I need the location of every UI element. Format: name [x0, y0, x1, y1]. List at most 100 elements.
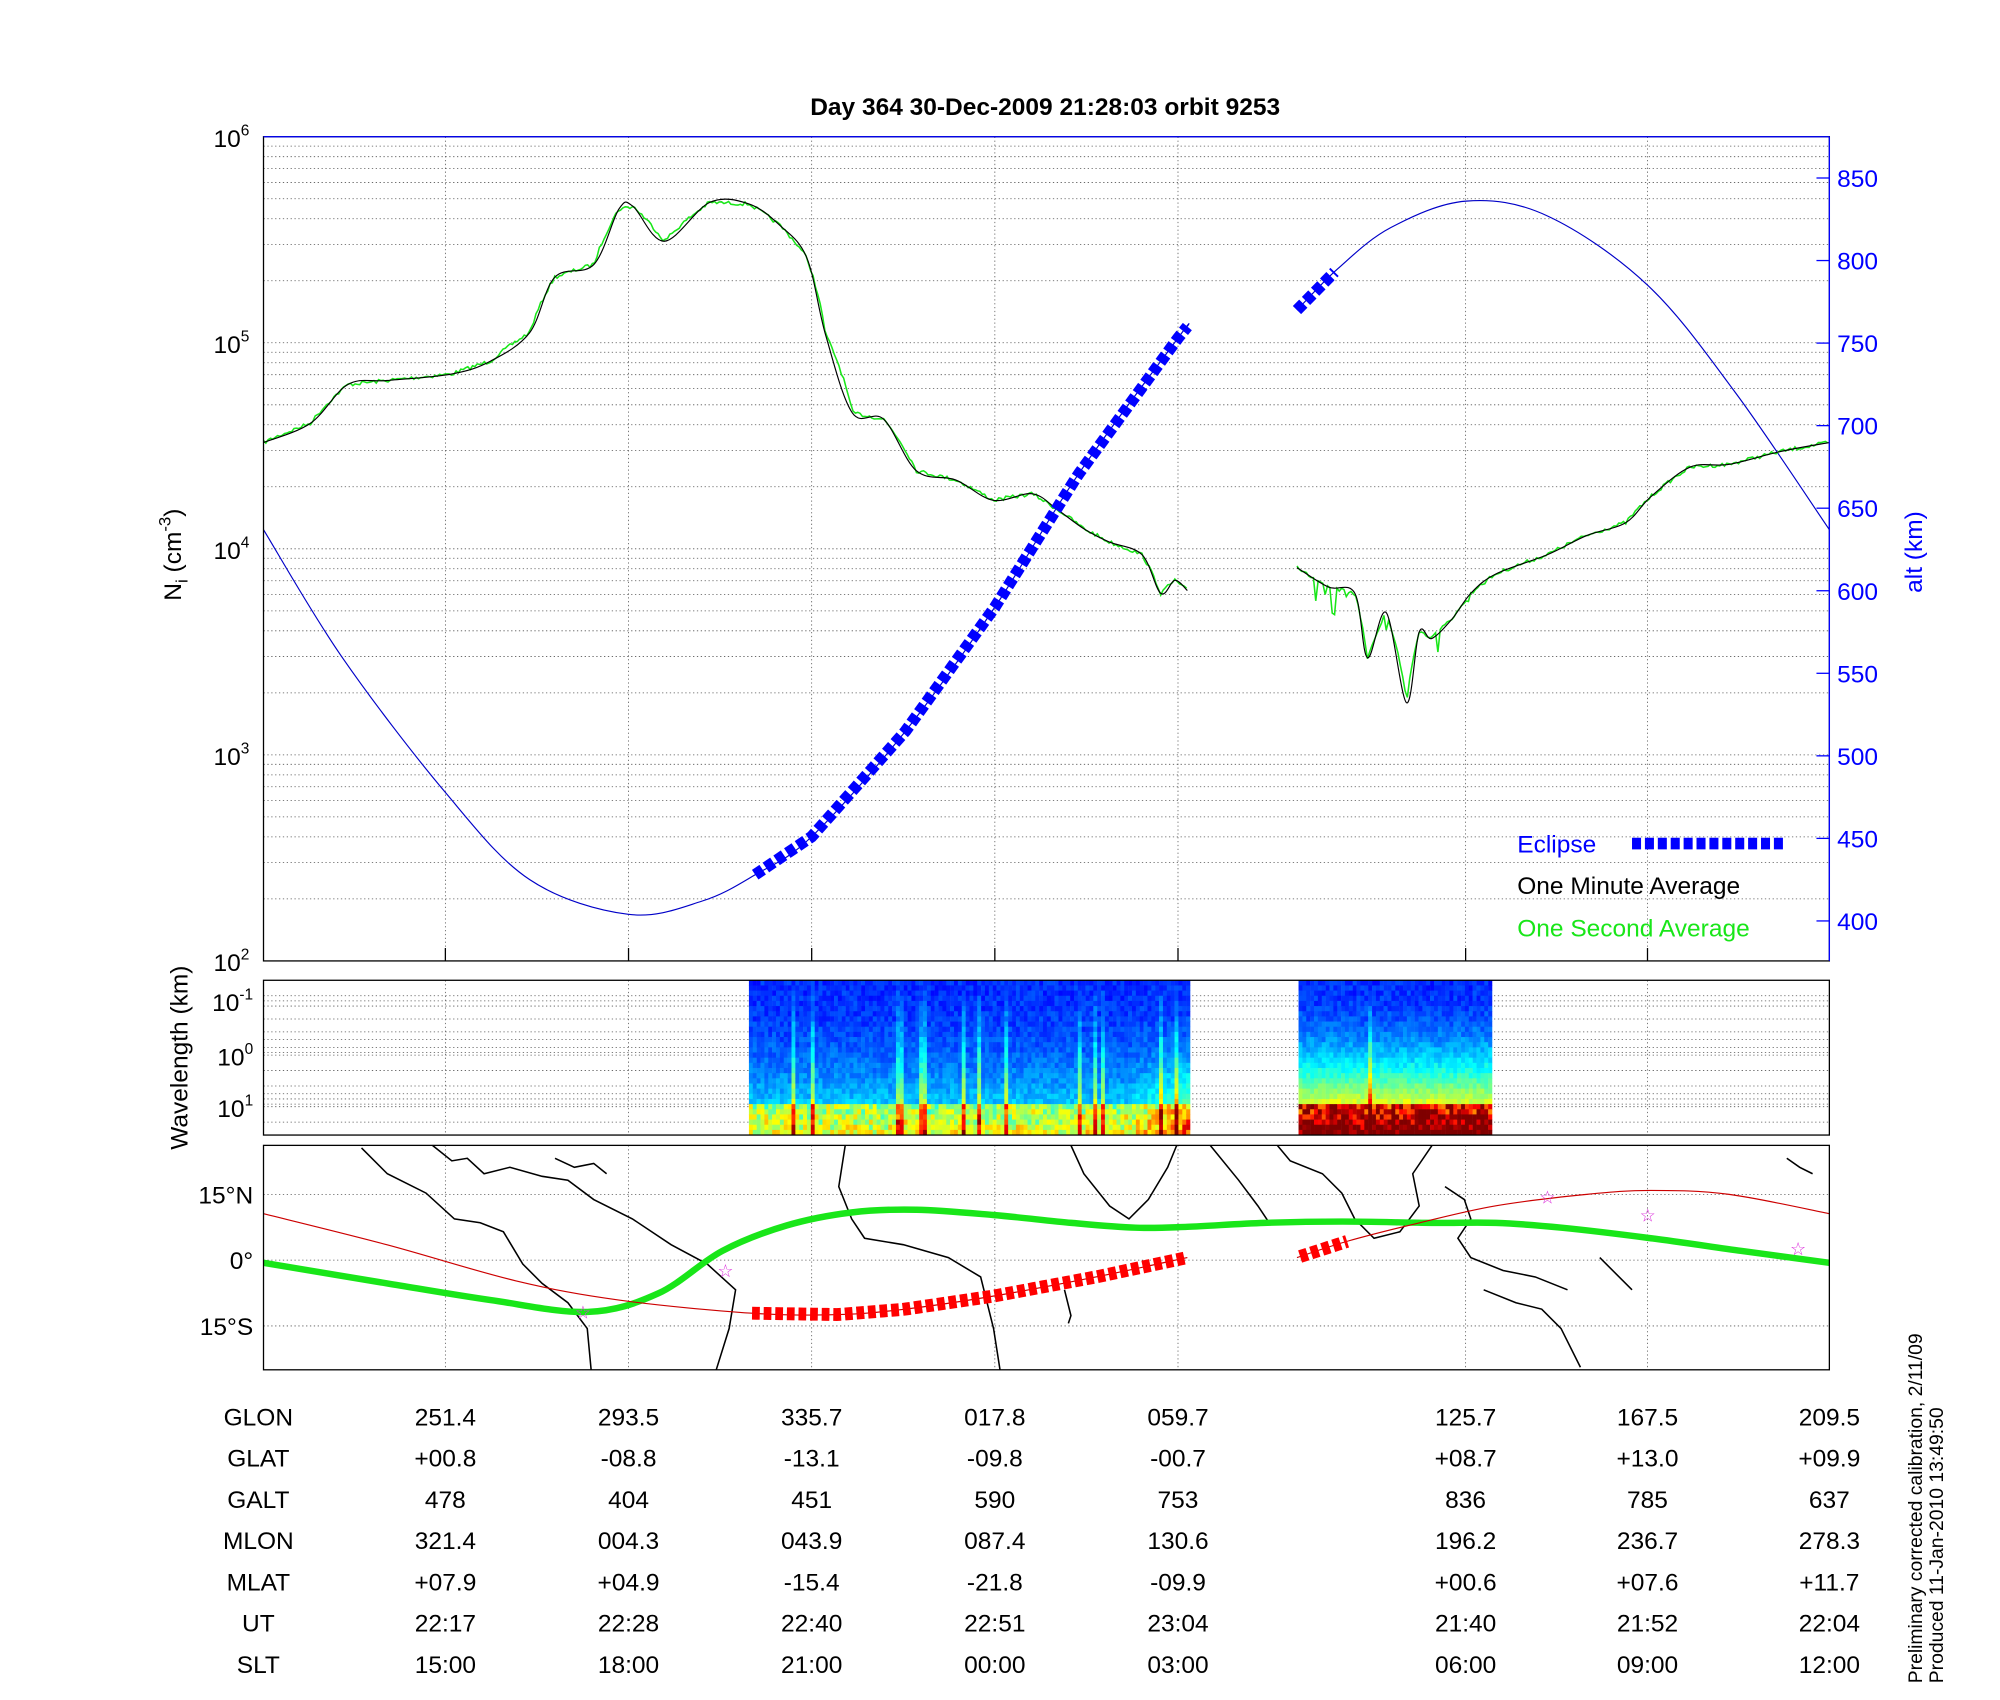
spectrogram-cell: [1097, 1083, 1102, 1090]
spectrogram-cell: [1298, 1067, 1303, 1074]
spectrogram-cell: [1120, 1098, 1125, 1105]
spectrogram-cell: [892, 1124, 897, 1131]
spectrogram-cell: [868, 1129, 874, 1136]
spectrogram-cell: [1097, 1026, 1102, 1033]
spectrogram-cell: [1341, 995, 1346, 1002]
spectrogram-cell: [1000, 1052, 1005, 1059]
spectrogram-cell: [1317, 1016, 1323, 1022]
spectrogram-cell: [1329, 1026, 1334, 1033]
spectrogram-cell: [899, 1078, 904, 1084]
spectrogram-cell: [1046, 985, 1051, 991]
spectrogram-cell: [1104, 1057, 1110, 1064]
spectrogram-cell: [973, 1062, 978, 1069]
spectrogram-cell: [791, 990, 796, 997]
spectrogram-cell: [938, 1109, 943, 1115]
spectrogram-cell: [934, 1083, 939, 1090]
spectrogram-cell: [1464, 1067, 1470, 1074]
spectrogram-cell: [1344, 1124, 1350, 1131]
spectrogram-cell: [865, 995, 870, 1002]
spectrogram-cell: [1472, 1067, 1477, 1074]
spectrogram-cell: [1372, 985, 1377, 991]
spectrogram-cell: [1093, 1047, 1098, 1053]
spectrogram-cell: [1108, 1062, 1113, 1069]
spectrogram-cell: [1395, 995, 1400, 1002]
spectrogram-cell: [1468, 980, 1473, 986]
spectrogram-cell: [984, 1088, 990, 1095]
spectrogram-cell: [1426, 1067, 1431, 1074]
spectrogram-cell: [845, 1073, 850, 1079]
spectrogram-cell: [1302, 1047, 1307, 1053]
spectrogram-cell: [1012, 1011, 1017, 1017]
spectrogram-cell: [1360, 1021, 1365, 1028]
spectrogram-cell: [1337, 1042, 1342, 1048]
spectrogram-cell: [903, 1124, 908, 1131]
spectrogram-cell: [1166, 1083, 1171, 1090]
spectrogram-cell: [861, 1011, 866, 1017]
spectrogram-cell: [1476, 995, 1481, 1002]
spectrogram-cell: [1472, 1093, 1477, 1100]
spectrogram-cell: [1174, 1104, 1179, 1110]
spectrogram-cell: [1348, 985, 1353, 991]
spectrogram-cell: [880, 995, 885, 1002]
spectrogram-cell: [996, 1021, 1001, 1028]
spectrogram-cell: [950, 1083, 955, 1090]
spectrogram-cell: [1101, 1124, 1106, 1131]
spectrogram-cell: [1453, 1011, 1458, 1017]
spectrogram-cell: [957, 1088, 963, 1095]
spectrogram-cell: [1395, 990, 1400, 997]
spectrogram-cell: [1387, 1021, 1392, 1028]
spectrogram-cell: [1139, 1052, 1144, 1059]
spectrogram-cell: [779, 1047, 785, 1053]
spectrogram-cell: [1468, 1124, 1473, 1131]
spectrogram-cell: [973, 1047, 978, 1053]
spectrogram-cell: [1151, 1016, 1156, 1022]
spectrogram-cell: [1139, 1062, 1144, 1069]
spectrogram-cell: [988, 1062, 993, 1069]
spectrogram-cell: [830, 1093, 835, 1100]
spectrogram-cell: [1364, 1037, 1369, 1043]
spectrogram-cell: [799, 1067, 804, 1074]
spectrogram-cell: [892, 1021, 897, 1028]
spectrogram-cell: [1414, 1124, 1419, 1131]
spectrogram-cell: [1066, 1037, 1071, 1043]
one-second-average-line: [262, 200, 1188, 598]
spectrogram-cell: [1426, 1052, 1431, 1059]
spectrogram-cell: [853, 1129, 858, 1136]
spectrogram-cell: [1453, 980, 1458, 986]
spectrogram-cell: [1333, 1078, 1338, 1084]
spectrogram-cell: [857, 1057, 862, 1064]
spectrogram-cell: [1410, 1109, 1415, 1115]
spectrogram-cell: [822, 1109, 827, 1115]
spectrogram-cell: [1406, 1031, 1412, 1038]
spectrogram-cell: [1116, 990, 1121, 997]
spectrogram-cell: [1368, 1078, 1373, 1084]
spectrogram-cell: [1073, 1006, 1079, 1012]
spectrogram-cell: [969, 1129, 974, 1136]
spectrogram-cell: [1023, 1057, 1028, 1064]
spectrogram-cell: [1387, 995, 1392, 1002]
spectrogram-cell: [861, 1119, 866, 1126]
spectrogram-cell: [950, 1026, 955, 1033]
spectrogram-cell: [1139, 1119, 1144, 1126]
spectrogram-cell: [1480, 1119, 1485, 1126]
spectrogram-cell: [841, 1016, 846, 1022]
spectrogram-cell: [1437, 1052, 1442, 1059]
spectrogram-cell: [977, 1016, 982, 1022]
spectrogram-cell: [1101, 1119, 1106, 1126]
spectrogram-cell: [1108, 1031, 1113, 1038]
spectrogram-cell: [1426, 1047, 1431, 1053]
spectrogram-cell: [880, 985, 885, 991]
spectrogram-cell: [919, 1047, 924, 1053]
spectrogram-cell: [768, 1098, 773, 1105]
spectrogram-cell: [876, 1000, 881, 1007]
spectrogram-cell: [895, 1037, 901, 1043]
spectrogram-cell: [880, 1088, 885, 1095]
spectrogram-cell: [1325, 1119, 1330, 1126]
spectrogram-cell: [783, 1021, 788, 1028]
spectrogram-cell: [1364, 1124, 1369, 1131]
spectrogram-cell: [1101, 1073, 1106, 1079]
spectrogram-cell: [1399, 1042, 1404, 1048]
spectrogram-cell: [1472, 1109, 1477, 1115]
spectrogram-cell: [1112, 1119, 1117, 1126]
spectrogram-cell: [1333, 1073, 1338, 1079]
